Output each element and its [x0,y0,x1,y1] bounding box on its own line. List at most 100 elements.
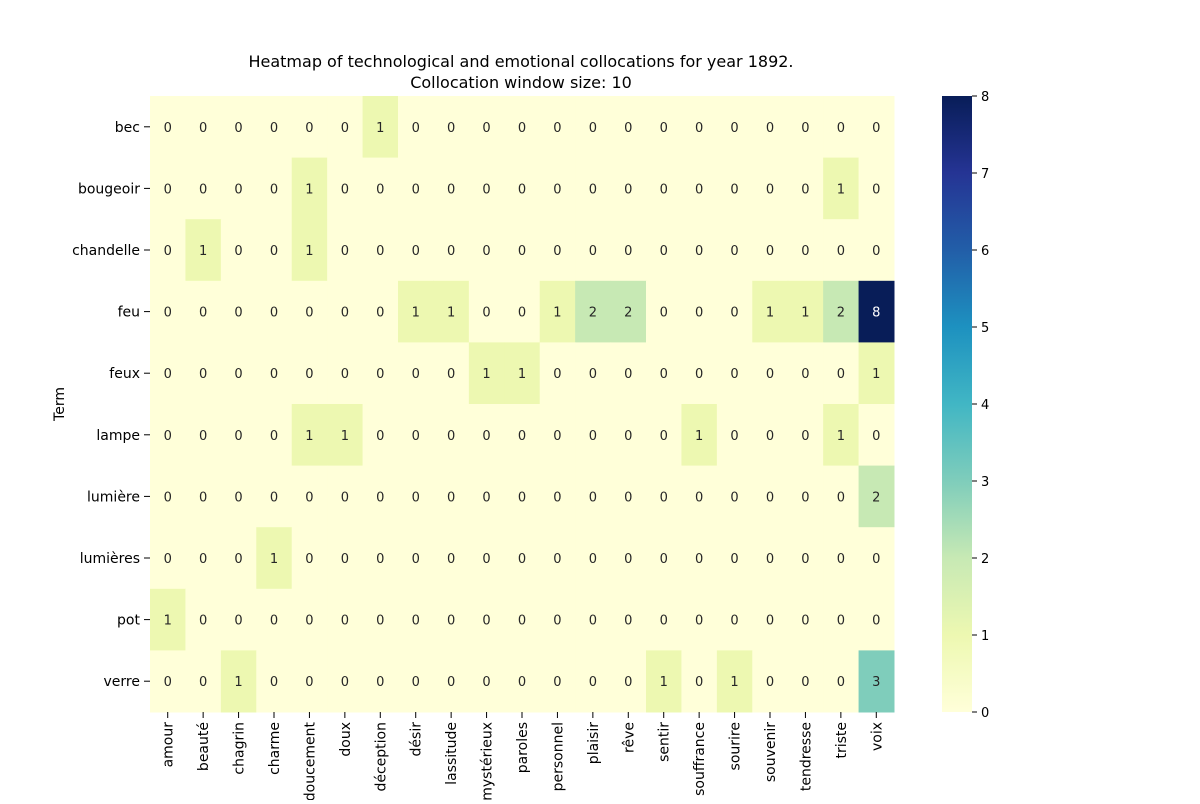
heatmap-cell [433,96,470,159]
heatmap-cell [150,219,186,282]
y-tick-label: chandelle [72,243,140,259]
y-tick-label: lumière [87,489,140,505]
heatmap-cell [716,650,753,713]
cell-value-label: 0 [270,367,278,382]
colorbar-tick-label: 3 [981,475,989,490]
colorbar-tick-label: 8 [981,90,989,105]
cell-value-label: 0 [447,367,455,382]
heatmap-cell [610,280,647,343]
cell-value-label: 0 [199,306,207,321]
heatmap-cell [398,280,434,343]
heatmap-cell [646,96,682,159]
cell-value-label: 0 [270,675,278,690]
heatmap-cell [468,465,505,528]
cell-value-label: 0 [589,182,597,197]
heatmap-cell [256,219,293,282]
heatmap-cell [752,219,789,282]
cell-value-label: 0 [766,614,774,629]
cell-value-label: 0 [660,121,668,136]
cell-value-label: 0 [837,614,845,629]
heatmap-cell [575,157,612,220]
colorbar-tick-label: 6 [981,244,989,259]
cell-value-label: 0 [482,675,490,690]
cell-value-label: 0 [801,182,809,197]
cell-value-label: 0 [234,614,242,629]
cell-value-label: 0 [730,490,738,505]
heatmap-cell [150,527,186,590]
cell-value-label: 0 [341,490,349,505]
heatmap-cell [823,96,860,159]
heatmap-cell [327,219,364,282]
heatmap-cell [752,157,789,220]
x-tick-label: mystérieux [480,722,496,800]
heatmap-cell [327,465,364,528]
heatmap-cell [291,96,328,159]
cell-value-label: 0 [518,244,526,259]
heatmap-cell [681,219,718,282]
heatmap-cell [291,588,328,651]
colorbar-tick-label: 4 [981,398,989,413]
cell-value-label: 0 [589,244,597,259]
cell-value-label: 0 [872,614,880,629]
cell-value-label: 0 [412,675,420,690]
cell-value-label: 0 [695,244,703,259]
heatmap-cell [858,96,895,159]
cell-value-label: 0 [482,490,490,505]
heatmap-cell [752,527,789,590]
cell-value-label: 0 [482,182,490,197]
heatmap-cell [362,404,399,467]
heatmap-cell [398,650,434,713]
heatmap-cell [681,650,718,713]
heatmap-cell [858,588,895,651]
heatmap-cell [256,96,293,159]
heatmap-cell [610,588,647,651]
heatmap-cell [787,280,824,343]
heatmap-cell [220,219,257,282]
cell-value-label: 0 [660,614,668,629]
heatmap-cell [256,588,293,651]
cell-value-label: 0 [589,675,597,690]
cell-value-label: 0 [730,614,738,629]
cell-value-label: 0 [801,552,809,567]
cell-value-label: 0 [872,429,880,444]
heatmap-cell [150,342,186,405]
cell-value-label: 0 [766,244,774,259]
y-tick-label: bec [115,120,140,136]
heatmap-cell [787,588,824,651]
heatmap-cell [256,280,293,343]
colorbar-tick-label: 0 [981,706,989,721]
heatmap-cell [185,280,222,343]
cell-value-label: 0 [553,429,561,444]
y-tick-label: feu [118,305,140,321]
colorbar: 0 1 2 3 4 5 6 7 8 [942,90,989,721]
cell-value-label: 0 [518,675,526,690]
cell-value-label: 0 [695,367,703,382]
heatmap-cell [220,96,257,159]
cell-value-label: 0 [837,675,845,690]
cell-value-label: 0 [837,244,845,259]
heatmap-cell [752,650,789,713]
heatmap-cell [787,219,824,282]
heatmap-cell [468,527,505,590]
heatmap-cell [681,465,718,528]
cell-value-label: 0 [199,367,207,382]
heatmap-cell [220,342,257,405]
cell-value-label: 1 [872,367,880,382]
heatmap-cell [716,96,753,159]
heatmap-cell [575,650,612,713]
cell-value-label: 0 [305,490,313,505]
heatmap-cell [468,650,505,713]
x-tick-label: paroles [515,722,531,773]
x-tick-label: désir [409,722,425,757]
cell-value-label: 0 [624,121,632,136]
cell-value-label: 0 [660,367,668,382]
cell-value-label: 0 [164,490,172,505]
cell-value-label: 0 [730,367,738,382]
heatmap-cell [291,404,328,467]
heatmap-cell [646,404,682,467]
heatmap-cell [716,527,753,590]
cell-value-label: 1 [660,675,668,690]
heatmap-cell [185,650,222,713]
heatmap-cell [150,650,186,713]
heatmap-cell [787,157,824,220]
